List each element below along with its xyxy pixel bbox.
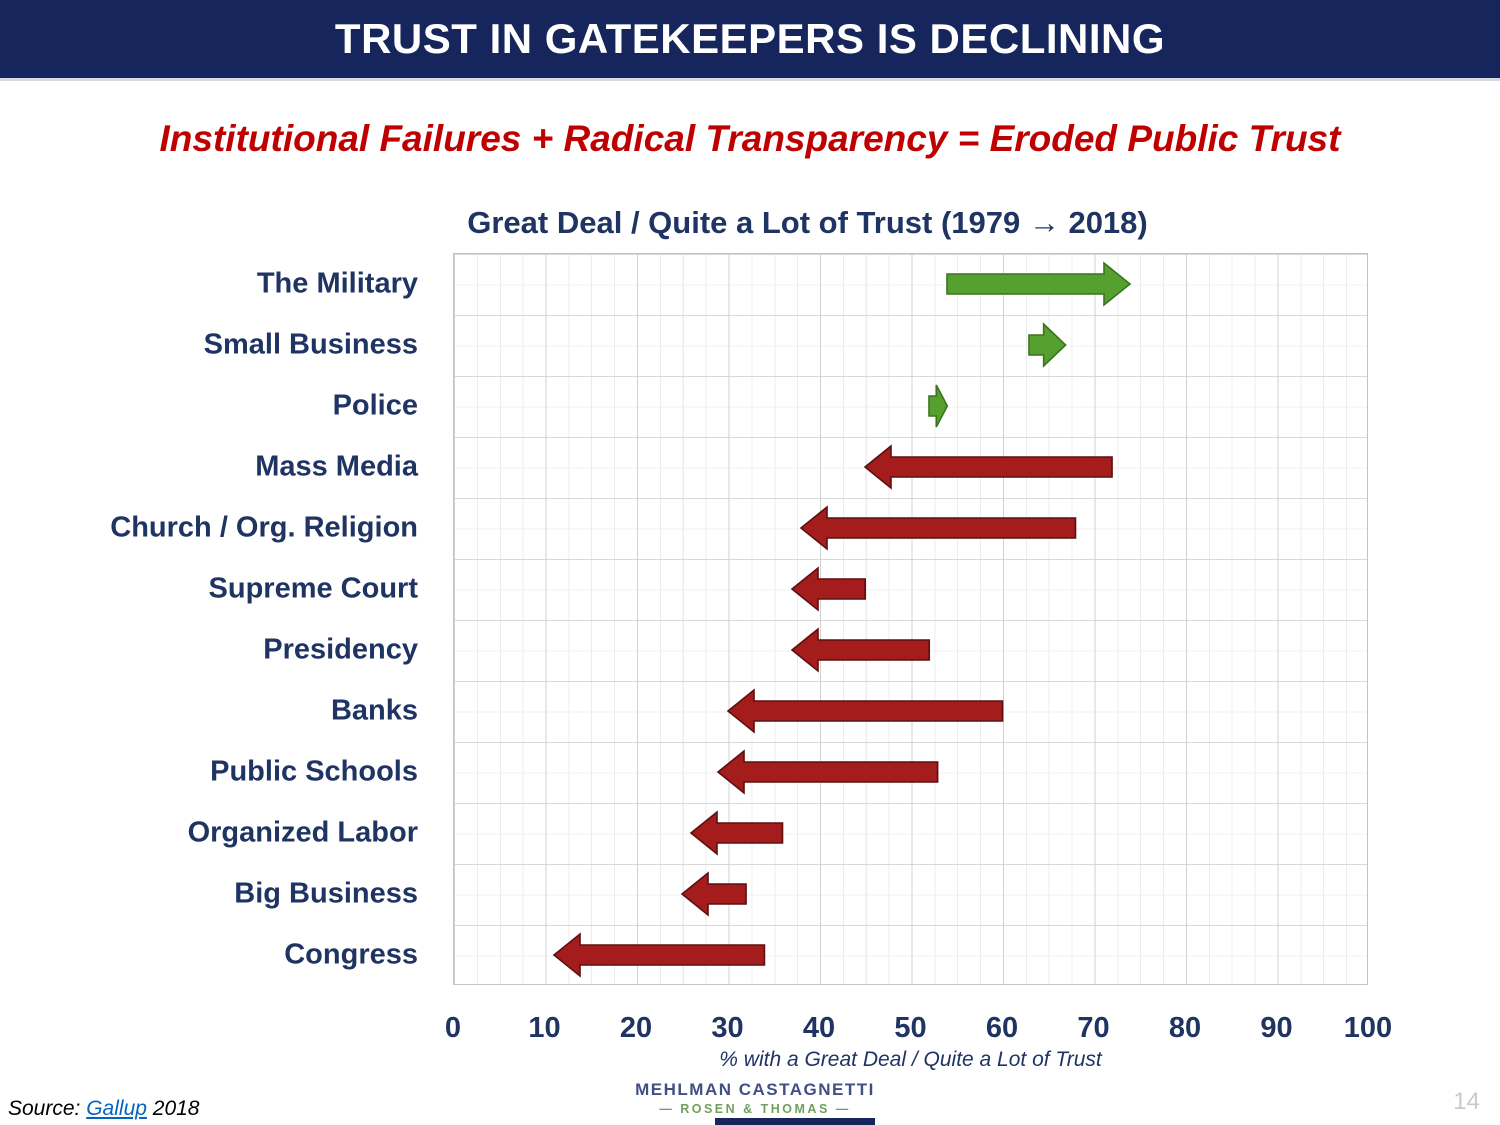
category-label-police: Police: [332, 389, 418, 421]
trust-arrow-supreme-court: [790, 565, 866, 612]
page-number: 14: [1453, 1088, 1480, 1115]
company-logo: MEHLMAN CASTAGNETTI — ROSEN & THOMAS —: [630, 1080, 880, 1116]
trust-arrow-big-business: [680, 870, 747, 917]
trust-arrow-small-business: [1028, 321, 1068, 368]
x-tick-40: 40: [802, 1012, 836, 1044]
category-label-small-business: Small Business: [203, 328, 418, 360]
x-tick-80: 80: [1168, 1012, 1202, 1044]
subtitle: Institutional Failures + Radical Transpa…: [159, 118, 1341, 159]
source-line: Source: Gallup 2018: [8, 1097, 199, 1121]
x-tick-70: 70: [1077, 1012, 1110, 1044]
category-label-congress: Congress: [284, 938, 418, 970]
x-tick-50: 50: [894, 1012, 927, 1044]
trust-arrow-mass-media: [863, 443, 1113, 490]
category-label-church-org-religion: Church / Org. Religion: [110, 511, 418, 543]
source-prefix: Source:: [8, 1097, 81, 1120]
trust-arrow-presidency: [790, 626, 930, 673]
x-axis-label: % with a Great Deal / Quite a Lot of Tru…: [719, 1048, 1102, 1071]
category-label-banks: Banks: [330, 694, 418, 726]
category-label-supreme-court: Supreme Court: [208, 572, 418, 604]
category-label-the-military: The Military: [256, 267, 418, 299]
trust-arrow-banks: [726, 687, 1003, 734]
logo-line2: — ROSEN & THOMAS —: [659, 1102, 851, 1116]
chart-plot-area: [453, 253, 1368, 985]
trust-arrow-public-schools: [717, 748, 939, 795]
x-tick-0: 0: [444, 1012, 462, 1044]
trust-arrow-the-military: [946, 260, 1132, 307]
x-tick-60: 60: [985, 1012, 1019, 1044]
footer-accent-bar: [715, 1118, 875, 1125]
page-title: TRUST IN GATEKEEPERS IS DECLINING: [334, 15, 1166, 62]
x-tick-100: 100: [1343, 1012, 1393, 1044]
trust-arrow-organized-labor: [689, 809, 784, 856]
category-label-mass-media: Mass Media: [255, 450, 418, 482]
x-tick-30: 30: [711, 1012, 744, 1044]
trust-arrow-congress: [552, 931, 765, 978]
source-gallup-link[interactable]: Gallup: [86, 1097, 147, 1120]
x-tick-90: 90: [1260, 1012, 1293, 1044]
logo-line1: MEHLMAN CASTAGNETTI: [635, 1080, 875, 1099]
x-tick-10: 10: [528, 1012, 561, 1044]
header-bar: TRUST IN GATEKEEPERS IS DECLINING: [0, 0, 1500, 81]
trust-arrow-police: [927, 384, 948, 427]
trust-arrow-church-org-religion: [799, 504, 1076, 551]
category-label-presidency: Presidency: [263, 633, 418, 665]
category-label-organized-labor: Organized Labor: [187, 816, 418, 848]
x-tick-20: 20: [619, 1012, 653, 1044]
category-label-big-business: Big Business: [234, 877, 418, 909]
chart-title: Great Deal / Quite a Lot of Trust (1979 …: [467, 205, 1148, 240]
source-suffix: 2018: [152, 1097, 200, 1120]
category-label-public-schools: Public Schools: [210, 755, 418, 787]
